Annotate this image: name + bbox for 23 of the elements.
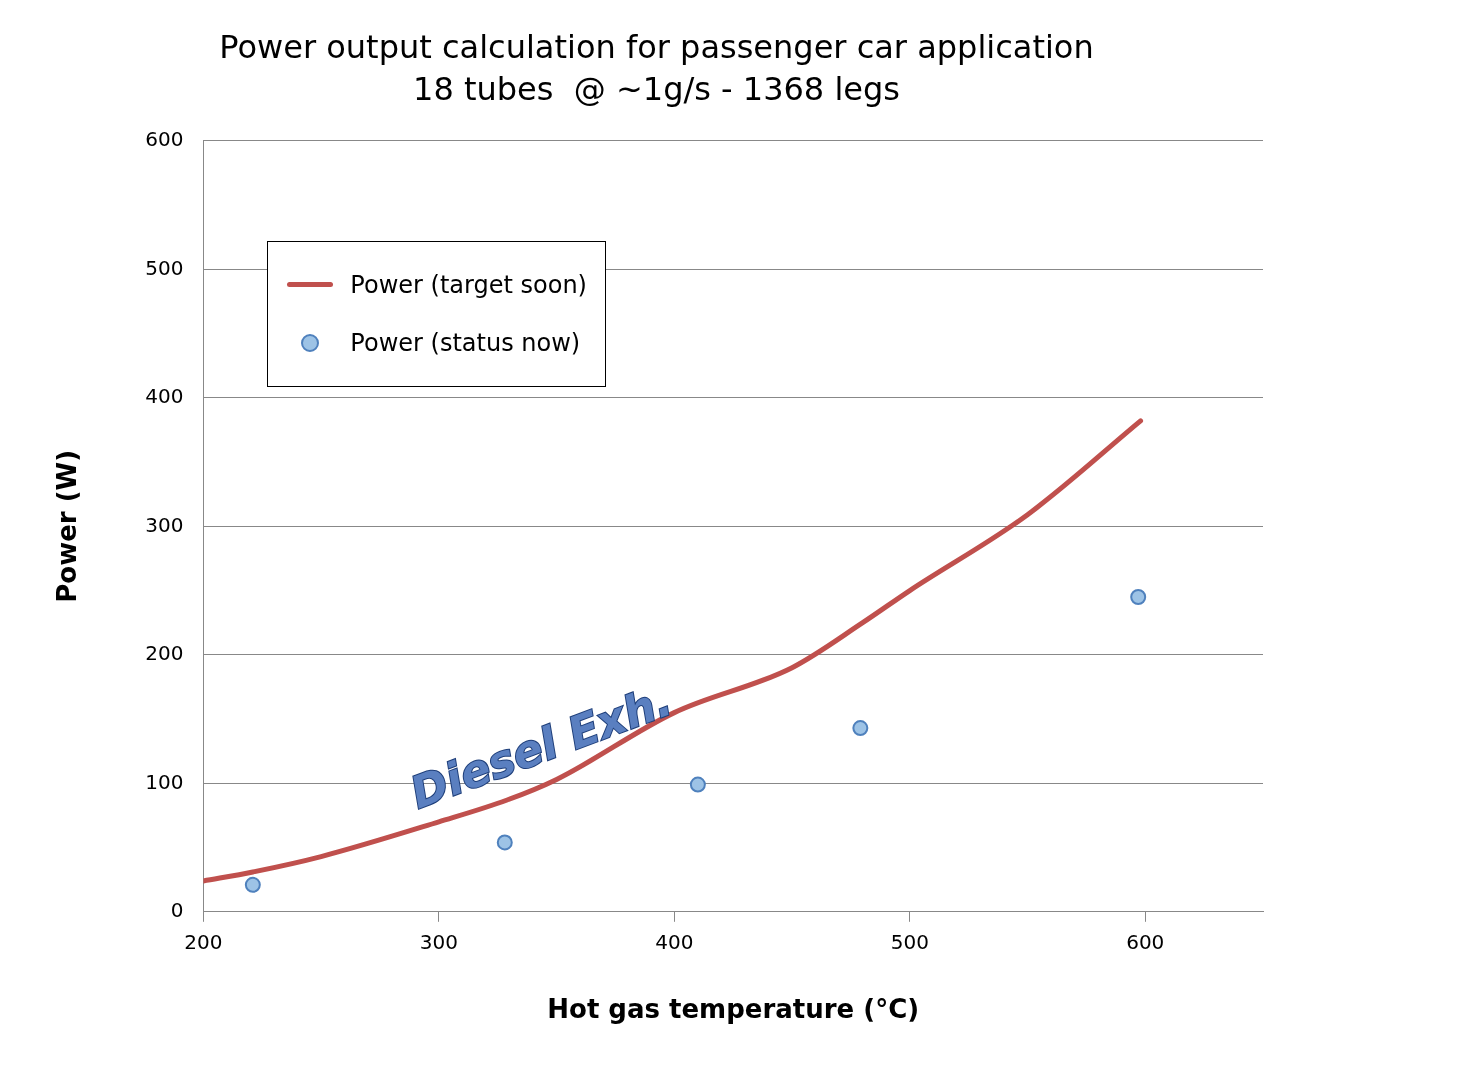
legend-label: Power (target soon) [350, 270, 587, 299]
y-tick-label: 400 [145, 384, 184, 408]
y-tick-label: 600 [145, 127, 184, 151]
chart-title: Power output calculation for passenger car application [219, 27, 1094, 66]
x-tick-label: 600 [1126, 930, 1165, 954]
point [852, 720, 869, 737]
point [244, 876, 261, 893]
x-tick-label: 300 [419, 930, 458, 954]
y-axis-title: Power (W) [52, 449, 83, 603]
chart-subtitle: 18 tubes @ ~1g/s - 1368 legs [413, 69, 900, 108]
x-tick-label: 200 [184, 930, 223, 954]
x-axis-title: Hot gas temperature (°C) [547, 994, 920, 1025]
point [689, 776, 706, 793]
y-tick-label: 500 [145, 255, 184, 280]
x-tick-label: 500 [890, 930, 929, 954]
y-tick-label: 100 [145, 769, 184, 794]
legend-label: Power (status now) [350, 328, 581, 357]
x-tick-label: 400 [655, 930, 694, 954]
y-tick-label: 0 [170, 898, 184, 922]
y-tick-label: 300 [145, 512, 184, 537]
point [496, 834, 513, 851]
y-tick-label: 200 [145, 641, 184, 665]
point [1130, 588, 1147, 605]
